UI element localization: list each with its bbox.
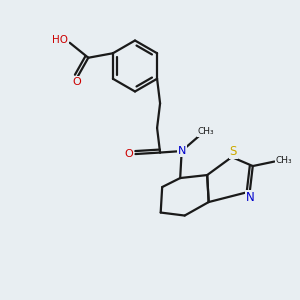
Text: S: S — [230, 145, 237, 158]
Text: CH₃: CH₃ — [198, 127, 214, 136]
Text: O: O — [72, 77, 81, 87]
Text: N: N — [246, 191, 255, 204]
Text: CH₃: CH₃ — [276, 156, 292, 165]
Text: O: O — [124, 149, 133, 159]
Text: HO: HO — [52, 35, 68, 45]
Text: N: N — [178, 146, 186, 156]
